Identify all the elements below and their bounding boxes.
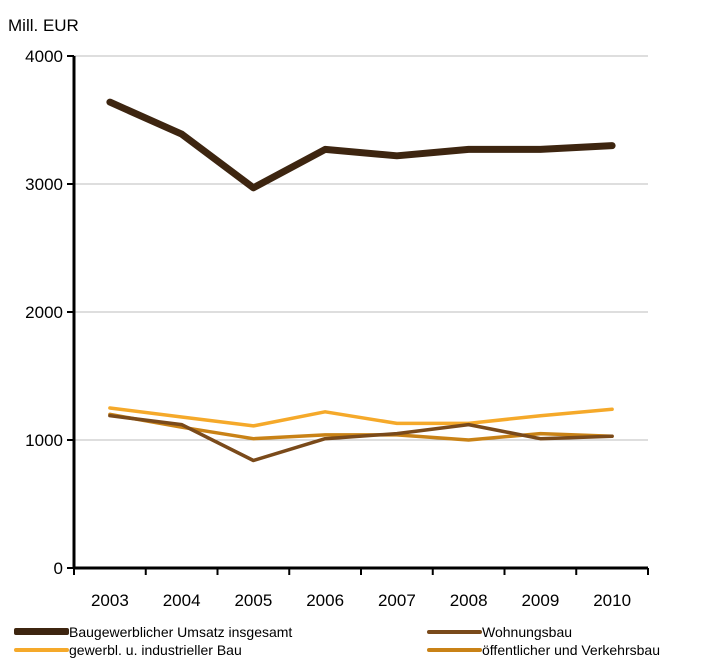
gridlines [74, 55, 648, 441]
x-tick-label-2003: 2003 [91, 591, 129, 610]
x-tick-labels: 2003 2004 2005 2006 2007 2008 2009 2010 [91, 591, 631, 610]
x-tick-label-2004: 2004 [163, 591, 201, 610]
series-line-0 [106, 98, 616, 192]
legend-label-1: Wohnungsbau [482, 624, 573, 640]
x-tick-label-2007: 2007 [378, 591, 416, 610]
x-tick-label-2008: 2008 [450, 591, 488, 610]
legend-swatch-1 [427, 630, 482, 634]
y-tick-label-3000: 3000 [25, 175, 63, 194]
series-line-2 [108, 406, 614, 428]
series-lines [106, 98, 616, 463]
y-tick-labels: 0 1000 2000 3000 4000 [25, 47, 63, 578]
x-tick-label-2009: 2009 [521, 591, 559, 610]
legend-label-2: gewerbl. u. industrieller Bau [69, 642, 242, 658]
series-line-1 [108, 413, 614, 463]
legend-label-0: Baugewerblicher Umsatz insgesamt [69, 624, 293, 640]
y-tick-label-4000: 4000 [25, 47, 63, 66]
y-tick-label-0: 0 [54, 559, 63, 578]
y-axis-unit-label: Mill. EUR [8, 16, 79, 35]
x-tick-label-2005: 2005 [234, 591, 272, 610]
legend-swatch-3 [427, 648, 482, 652]
axes [67, 55, 649, 575]
x-tick-label-2006: 2006 [306, 591, 344, 610]
legend-swatch-2 [14, 648, 69, 652]
legend-label-3: öffentlicher und Verkehrsbau [482, 642, 660, 658]
y-tick-label-1000: 1000 [25, 431, 63, 450]
y-tick-label-2000: 2000 [25, 303, 63, 322]
legend-swatch-0 [14, 628, 69, 635]
x-tick-label-2010: 2010 [593, 591, 631, 610]
